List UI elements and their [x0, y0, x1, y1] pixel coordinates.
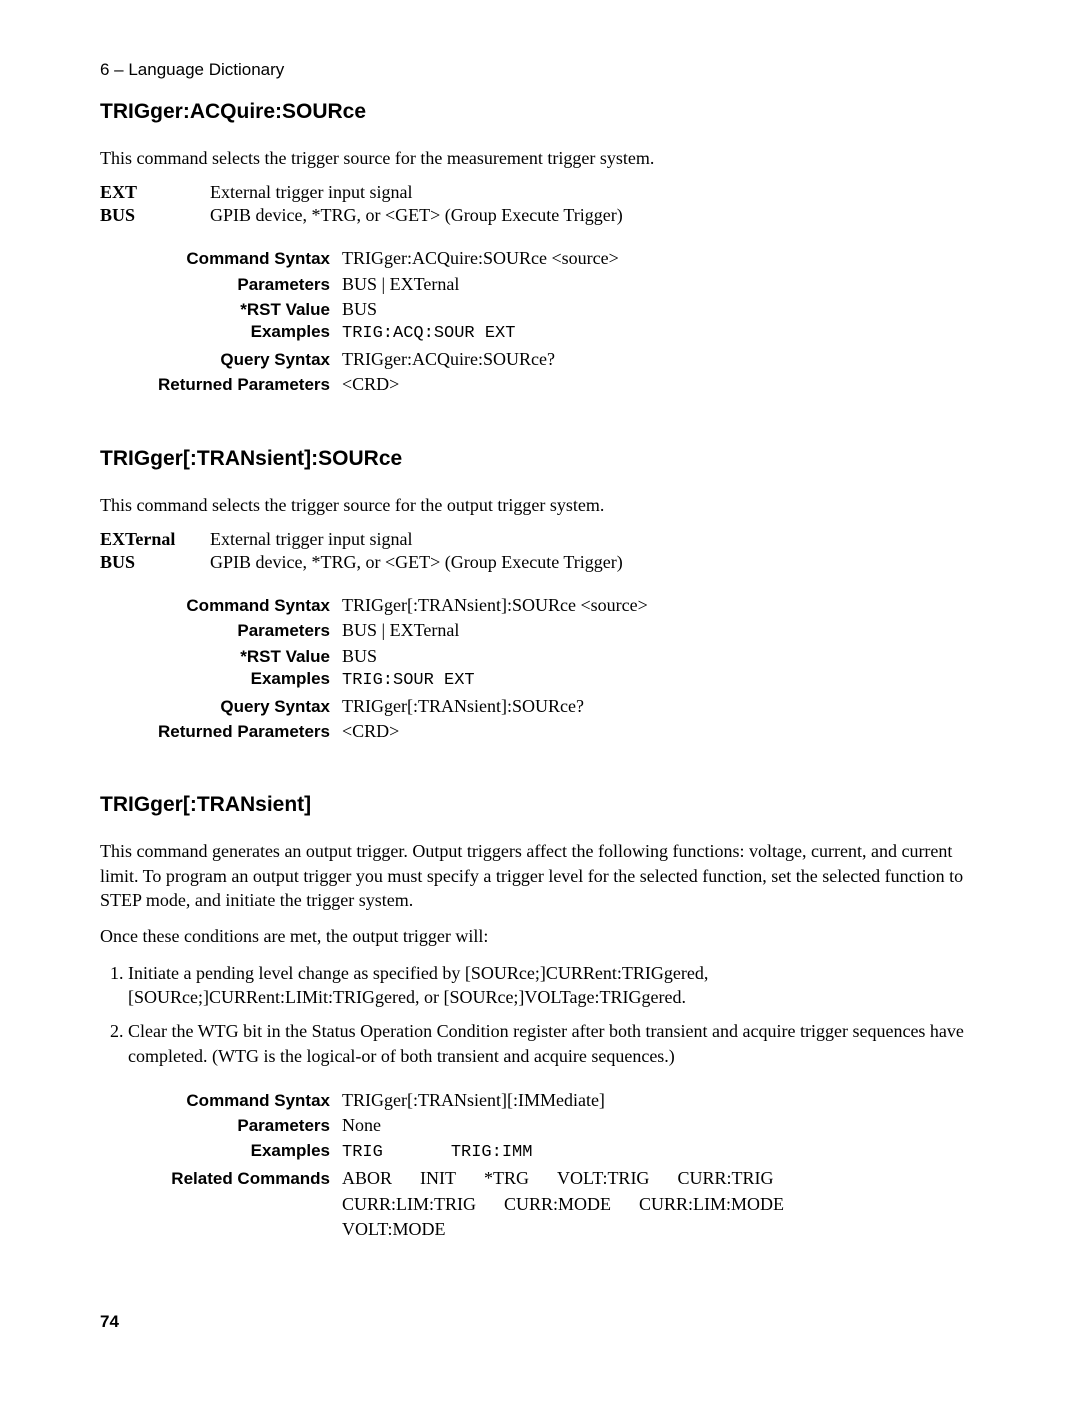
spec-label-related-commands: Related Commands	[100, 1169, 342, 1189]
list-item: Clear the WTG bit in the Status Operatio…	[128, 1019, 980, 1068]
related-command: VOLT:MODE	[342, 1219, 445, 1239]
spec-label-rst-value: *RST Value	[100, 300, 342, 320]
breadcrumb: 6 – Language Dictionary	[100, 60, 980, 80]
definition-row: BUS GPIB device, *TRG, or <GET> (Group E…	[100, 205, 980, 226]
spec-value: TRIGger:ACQuire:SOURce?	[342, 347, 555, 371]
definition-label: EXT	[100, 182, 210, 203]
spec-label-parameters: Parameters	[100, 621, 342, 641]
spec-label-examples: Examples	[100, 669, 342, 689]
section-title: TRIGger[:TRANsient]:SOURce	[100, 447, 980, 471]
spec-value: BUS | EXTernal	[342, 272, 459, 296]
related-command: VOLT:TRIG	[557, 1168, 649, 1188]
spec-block: Command Syntax TRIGger[:TRANsient]:SOURc…	[100, 593, 980, 743]
example-code: TRIG:IMM	[451, 1143, 533, 1162]
spec-label-query-syntax: Query Syntax	[100, 350, 342, 370]
spec-value: TRIG:ACQ:SOUR EXT	[342, 323, 515, 346]
spec-label-command-syntax: Command Syntax	[100, 596, 342, 616]
definition-row: EXTernal External trigger input signal	[100, 529, 980, 550]
related-command: CURR:MODE	[504, 1194, 611, 1214]
related-command: CURR:LIM:MODE	[639, 1194, 784, 1214]
definition-value: GPIB device, *TRG, or <GET> (Group Execu…	[210, 552, 980, 573]
spec-value: TRIG TRIG:IMM	[342, 1138, 532, 1165]
list-item: Initiate a pending level change as speci…	[128, 961, 980, 1010]
spec-value: BUS	[342, 644, 377, 668]
spec-value: <CRD>	[342, 719, 399, 743]
related-command: CURR:LIM:TRIG	[342, 1194, 476, 1214]
definition-row: BUS GPIB device, *TRG, or <GET> (Group E…	[100, 552, 980, 573]
spec-value: TRIGger[:TRANsient]:SOURce?	[342, 694, 584, 718]
related-command: CURR:TRIG	[677, 1168, 773, 1188]
definition-row: EXT External trigger input signal	[100, 182, 980, 203]
definition-value: External trigger input signal	[210, 182, 980, 203]
spec-value: TRIGger[:TRANsient][:IMMediate]	[342, 1088, 605, 1112]
section-intro: This command selects the trigger source …	[100, 493, 980, 517]
spec-label-parameters: Parameters	[100, 275, 342, 295]
spec-label-examples: Examples	[100, 322, 342, 342]
spec-label-command-syntax: Command Syntax	[100, 249, 342, 269]
spec-value: TRIGger:ACQuire:SOURce <source>	[342, 246, 619, 270]
related-command: *TRG	[484, 1168, 529, 1188]
section-paragraph: This command generates an output trigger…	[100, 839, 980, 912]
definition-label: BUS	[100, 205, 210, 226]
related-command: ABOR	[342, 1168, 392, 1188]
spec-value: <CRD>	[342, 372, 399, 396]
definition-value: GPIB device, *TRG, or <GET> (Group Execu…	[210, 205, 980, 226]
section-title: TRIGger:ACQuire:SOURce	[100, 100, 980, 124]
page-number: 74	[100, 1312, 980, 1332]
section-paragraph: Once these conditions are met, the outpu…	[100, 924, 980, 948]
spec-block: Command Syntax TRIGger[:TRANsient][:IMMe…	[100, 1088, 980, 1242]
spec-value: BUS | EXTernal	[342, 618, 459, 642]
page-content: 6 – Language Dictionary TRIGger:ACQuire:…	[0, 0, 1080, 1412]
definition-label: EXTernal	[100, 529, 210, 550]
spec-block: Command Syntax TRIGger:ACQuire:SOURce <s…	[100, 246, 980, 396]
section-intro: This command selects the trigger source …	[100, 146, 980, 170]
example-code: TRIG	[342, 1143, 383, 1162]
related-command: INIT	[420, 1168, 456, 1188]
definition-value: External trigger input signal	[210, 529, 980, 550]
spec-value: TRIGger[:TRANsient]:SOURce <source>	[342, 593, 648, 617]
spec-label-rst-value: *RST Value	[100, 647, 342, 667]
spec-value: BUS	[342, 297, 377, 321]
spec-label-query-syntax: Query Syntax	[100, 697, 342, 717]
spec-value: TRIG:SOUR EXT	[342, 670, 475, 693]
spec-label-command-syntax: Command Syntax	[100, 1091, 342, 1111]
definition-label: BUS	[100, 552, 210, 573]
spec-label-returned-parameters: Returned Parameters	[100, 375, 342, 395]
spec-label-parameters: Parameters	[100, 1116, 342, 1136]
spec-value: ABOR INIT *TRG VOLT:TRIG CURR:TRIG CURR:LIM:…	[342, 1166, 784, 1242]
spec-value: None	[342, 1113, 381, 1137]
numbered-list: Initiate a pending level change as speci…	[100, 961, 980, 1068]
spec-label-examples: Examples	[100, 1141, 342, 1161]
spec-label-returned-parameters: Returned Parameters	[100, 722, 342, 742]
section-title: TRIGger[:TRANsient]	[100, 793, 980, 817]
